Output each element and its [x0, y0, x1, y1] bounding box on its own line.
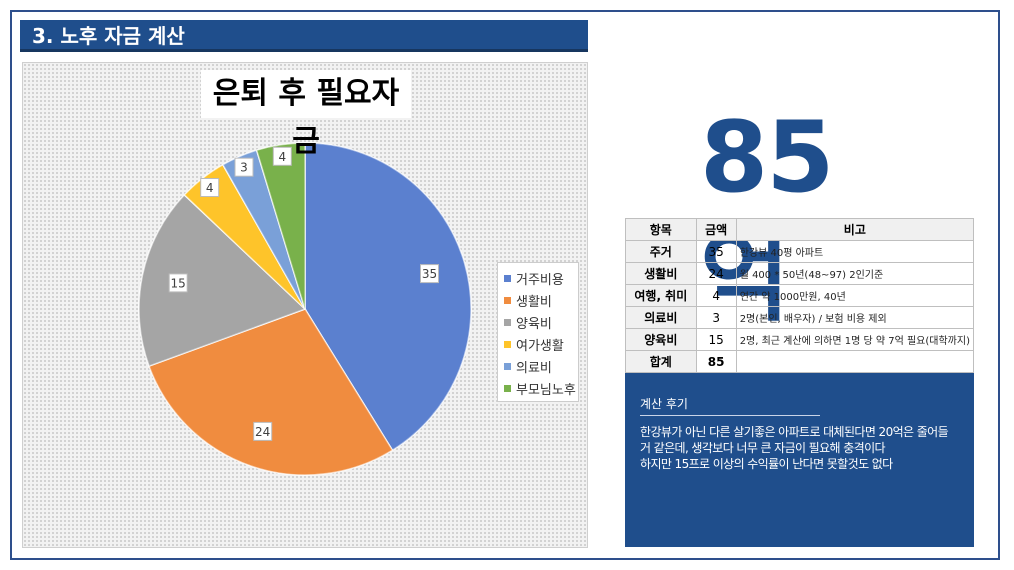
data-label-text: 24 — [255, 425, 270, 439]
row-item: 여행, 취미 — [625, 284, 697, 307]
row-note: 2명, 최근 계산에 의하면 1명 당 약 7억 필요(대학까지) — [735, 328, 975, 351]
pie-slice-shade-parents — [256, 143, 305, 309]
legend-swatch — [504, 274, 511, 282]
data-label-leisure: 4 — [200, 178, 220, 197]
table-row: 주거 35 한강뷰 40평 아파트 — [625, 240, 975, 263]
header-note: 비고 — [735, 218, 975, 241]
row-amount: 15 — [695, 328, 737, 351]
legend-item-leisure: 여가생활 — [504, 333, 578, 355]
table-total-row: 합계 85 — [625, 350, 975, 373]
legend-item-parents: 부모님노후 — [504, 377, 578, 399]
review-title: 계산 후기 — [640, 395, 820, 416]
data-label-box — [253, 421, 273, 441]
pie-chart: 35 24 15 4 3 4 — [138, 142, 472, 476]
data-label-box — [234, 157, 254, 177]
total-amount: 85 — [695, 350, 737, 373]
data-label-childcare: 15 — [168, 273, 188, 293]
legend-label: 거주비용 — [516, 272, 564, 288]
data-label-box — [272, 146, 292, 166]
data-label-text: 3 — [240, 161, 248, 175]
row-note: 연간 약 1000만원, 40년 — [735, 284, 975, 307]
pie-slice-shade-leisure — [184, 164, 305, 309]
table-row: 의료비 3 2명(본인, 배우자) / 보험 비용 제외 — [625, 306, 975, 329]
data-label-text: 35 — [422, 267, 437, 281]
legend-swatch — [504, 318, 511, 326]
legend-item-medical: 의료비 — [504, 355, 578, 377]
chart-title: 은퇴 후 필요자금 — [201, 70, 411, 159]
pie-slice-shade-childcare — [139, 194, 305, 367]
total-note — [735, 350, 975, 373]
row-amount: 35 — [695, 240, 737, 263]
data-label-text: 4 — [278, 150, 286, 164]
chart-legend: 거주비용 생활비 양육비 여가생활 의료비 부모님노후 — [497, 262, 579, 402]
pie-slice-shade-housing — [305, 143, 472, 451]
data-label-box — [168, 273, 188, 293]
review-line: 하지만 15프로 이상의 수익률이 난다면 못할것도 없다 — [640, 457, 893, 471]
data-label-housing: 35 — [420, 264, 439, 284]
table-row: 여행, 취미 4 연간 약 1000만원, 40년 — [625, 284, 975, 307]
row-amount: 3 — [695, 306, 737, 329]
pie-slice-shade-medical — [222, 150, 305, 309]
table-row: 양육비 15 2명, 최근 계산에 의하면 1명 당 약 7억 필요(대학까지) — [625, 328, 975, 351]
data-label-box — [420, 264, 439, 284]
legend-swatch — [504, 362, 511, 370]
row-item: 의료비 — [625, 306, 697, 329]
data-label-box — [200, 178, 220, 197]
legend-label: 양육비 — [516, 316, 552, 332]
data-label-text: 4 — [206, 181, 214, 195]
table-row: 생활비 24 월 400 * 50년(48~97) 2인기준 — [625, 262, 975, 285]
legend-item-living: 생활비 — [504, 289, 578, 311]
row-note: 한강뷰 40평 아파트 — [735, 240, 975, 263]
row-amount: 4 — [695, 284, 737, 307]
section-title: 3. 노후 자금 계산 — [20, 20, 588, 52]
review-box: 계산 후기 한강뷰가 아닌 다른 살기좋은 아파트로 대체된다면 20억은 줄어… — [625, 373, 974, 547]
legend-item-childcare: 양육비 — [504, 311, 578, 333]
row-item: 주거 — [625, 240, 697, 263]
legend-label: 여가생활 — [516, 338, 564, 354]
header-item: 항목 — [625, 218, 697, 241]
review-line: 거 같은데, 생각보다 너무 큰 자금이 필요해 충격이다 — [640, 441, 886, 455]
row-note: 월 400 * 50년(48~97) 2인기준 — [735, 262, 975, 285]
data-label-living: 24 — [253, 421, 273, 441]
fund-table: 항목 금액 비고 주거 35 한강뷰 40평 아파트 생활비 24 월 400 … — [625, 218, 975, 373]
data-label-text: 15 — [171, 276, 186, 290]
data-label-parents: 4 — [272, 146, 292, 166]
pie-slice-shade-living — [149, 309, 393, 476]
row-item: 생활비 — [625, 262, 697, 285]
row-item: 양육비 — [625, 328, 697, 351]
slide-frame — [10, 10, 1000, 560]
data-label-medical: 3 — [234, 157, 254, 177]
header-amount: 금액 — [695, 218, 737, 241]
table-header-row: 항목 금액 비고 — [625, 218, 975, 241]
review-line: 한강뷰가 아닌 다른 살기좋은 아파트로 대체된다면 20억은 줄어들 — [640, 425, 949, 439]
legend-label: 부모님노후 — [516, 382, 576, 398]
legend-swatch — [504, 340, 511, 348]
legend-swatch — [504, 384, 511, 392]
legend-label: 생활비 — [516, 294, 552, 310]
legend-item-housing: 거주비용 — [504, 267, 578, 289]
row-amount: 24 — [695, 262, 737, 285]
total-item: 합계 — [625, 350, 697, 373]
legend-swatch — [504, 296, 511, 304]
row-note: 2명(본인, 배우자) / 보험 비용 제외 — [735, 306, 975, 329]
legend-label: 의료비 — [516, 360, 552, 376]
